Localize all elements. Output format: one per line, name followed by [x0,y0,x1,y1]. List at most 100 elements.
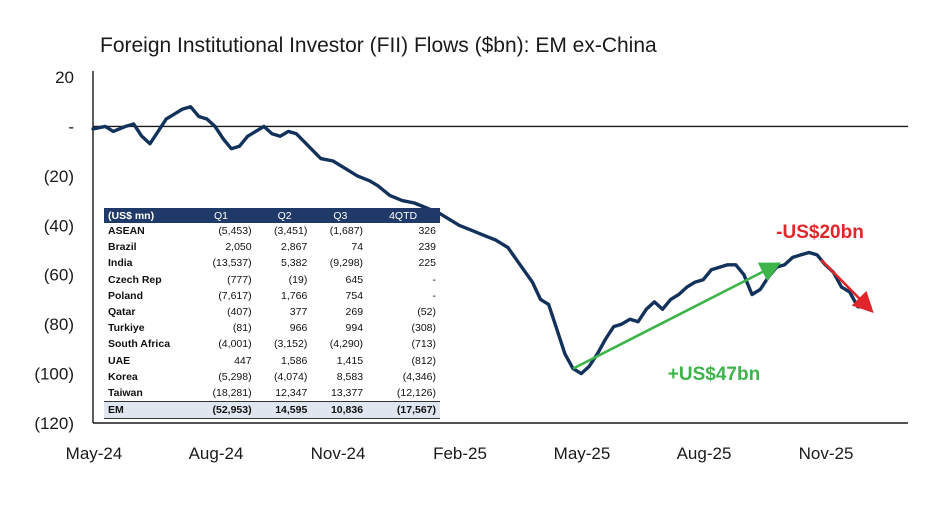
x-tick-label: Nov-24 [311,444,366,463]
table-cell: (4,074) [274,370,308,383]
table-cell: (1,687) [329,225,364,238]
table-header-cell: Q2 [255,208,312,223]
table-cell: 1,586 [281,354,308,367]
table-cell: 239 [418,241,436,254]
table-cell: (12,126) [367,384,440,403]
y-tick-label: (80) [44,315,74,334]
table-cell: ASEAN [108,225,145,238]
table-cell: Turkiye [108,322,145,335]
annotations: +US$47bn -US$20bn [572,222,874,385]
table-cell: (777) [227,273,252,286]
y-tick-label: (120) [34,414,74,433]
table-header-cell: Q1 [192,208,256,223]
table-cell: 2,867 [281,241,308,254]
table-cell: (19) [288,273,308,286]
table-row: Turkiye (81) 966 994 (308) [104,320,440,336]
table-row: ASEAN (5,453) (3,451) (1,687) 326 [104,223,440,239]
table-cell: India [108,257,133,270]
table-cell: Korea [108,370,138,383]
table-cell: 8,583 [336,370,364,383]
table-cell: 14,595 [255,401,312,420]
table-cell: (7,617) [218,289,252,302]
y-tick-label: (60) [44,266,74,285]
table-cell: (4,001) [218,338,252,351]
table-row: India (13,537) 5,382 (9,298) 225 [104,255,440,271]
table-row: UAE 447 1,586 1,415 (812) [104,353,440,369]
y-tick-label: - [68,117,74,136]
table-cell: 994 [345,322,364,335]
table-cell: 13,377 [311,384,368,403]
table-cell: 5,382 [281,257,308,270]
table-row: Taiwan (18,281) 12,347 13,377 (12,126) [104,384,440,403]
table-cell: 225 [418,257,436,270]
table-cell: (4,346) [402,370,436,383]
y-tick-label: 20 [55,68,74,87]
table-cell: Taiwan [104,384,192,403]
table-row: EM (52,953) 14,595 10,836 (17,567) [104,401,440,420]
table-cell: 74 [351,241,364,254]
table-cell: 2,050 [225,241,252,254]
table-cell: Brazil [108,241,137,254]
table-header-cell: 4QTD [367,208,440,223]
chart-title: Foreign Institutional Investor (FII) Flo… [100,34,657,57]
annotation-arrow [820,258,874,314]
table-cell: 966 [289,322,308,335]
annotation-label: -US$20bn [776,222,864,243]
table-header-cell: (US$ mn) [104,208,192,223]
inset-data-table: (US$ mn) Q1 Q2 Q3 4QTD ASEAN (5,453) (3,451) (1… [104,208,440,420]
table-cell: Czech Rep [108,273,162,286]
table-cell: (407) [227,306,252,319]
table-cell: - [432,273,437,286]
table-cell: Qatar [108,306,136,319]
table-cell: South Africa [108,338,171,351]
table-cell: 447 [234,354,252,367]
table-cell: (308) [411,322,436,335]
annotation-label: +US$47bn [668,364,760,385]
table-cell: (9,298) [329,257,364,270]
table-row: South Africa (4,001) (3,152) (4,290) (713) [104,336,440,352]
table-cell: 1,766 [281,289,308,302]
table-row: Brazil 2,050 2,867 74 239 [104,239,440,255]
table-cell: - [432,289,437,302]
table-row: Poland (7,617) 1,766 754 - [104,288,440,304]
annotation-arrow [572,262,782,370]
table-cell: UAE [108,354,131,367]
table-cell: (5,453) [218,225,252,238]
table-cell: 269 [345,306,364,319]
table-cell: 12,347 [255,384,312,403]
table-cell: (812) [411,354,436,367]
table-cell: (13,537) [212,257,252,270]
table-cell: 1,415 [336,354,364,367]
x-axis-ticks: May-24 Aug-24 Nov-24 Feb-25 May-25 Aug-25 Nov-… [66,444,854,463]
x-tick-label: May-25 [554,444,611,463]
table-cell: 326 [418,225,436,238]
x-tick-label: Aug-25 [677,444,732,463]
table-cell: (3,451) [274,225,308,238]
table-row: Korea (5,298) (4,074) 8,583 (4,346) [104,369,440,385]
table-row: Czech Rep (777) (19) 645 - [104,272,440,288]
x-tick-label: May-24 [66,444,123,463]
table-body: ASEAN (5,453) (3,451) (1,687) 326 Brazil 2,050… [104,223,440,420]
table-cell: (5,298) [218,370,252,383]
table-cell: (3,152) [274,338,308,351]
table-cell: 377 [289,306,308,319]
table-cell: EM [104,401,192,420]
table-cell: (81) [232,322,252,335]
table-cell: 10,836 [311,401,368,420]
table-cell: 754 [345,289,364,302]
series-group [91,105,872,376]
table-cell: (4,290) [329,338,364,351]
table-header-cell: Q3 [311,208,368,223]
table-cell: 645 [345,273,364,286]
table-cell: (17,567) [367,401,440,420]
x-tick-label: Feb-25 [433,444,487,463]
series-line [91,105,872,376]
table-row: Qatar (407) 377 269 (52) [104,304,440,320]
table-cell: (18,281) [192,384,256,403]
table-cell: Poland [108,289,144,302]
table-cell: (52) [417,306,436,319]
y-tick-label: (100) [34,365,74,384]
table-header-row: (US$ mn) Q1 Q2 Q3 4QTD [104,208,440,223]
y-axis-ticks: 20 - (20) (40) (60) (80) (100) (120) [34,68,74,433]
